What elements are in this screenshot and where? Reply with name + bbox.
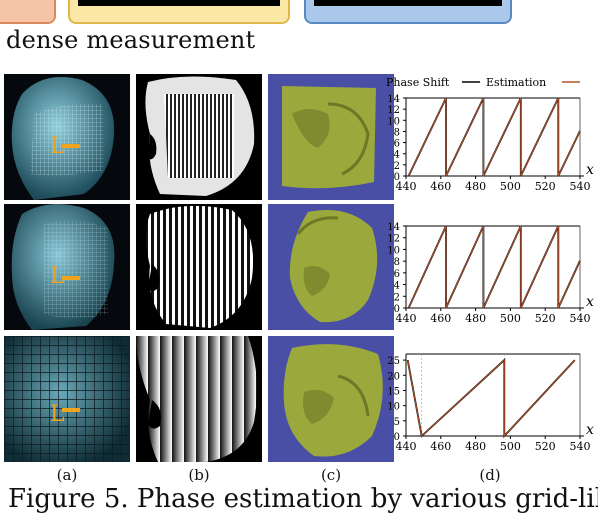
- y-tick-label: 14: [387, 94, 400, 105]
- marker-bar: [62, 144, 80, 148]
- series-line-phase-shift: [407, 225, 581, 309]
- y-tick-label: 4: [394, 281, 400, 292]
- phase-map-row1: [136, 74, 262, 200]
- x-tick-label: 440: [396, 440, 417, 453]
- mesh-render-row2: [268, 204, 394, 330]
- face-photo-row3: L: [4, 336, 130, 462]
- x-tick-label: 540: [570, 180, 591, 193]
- x-tick-label: 500: [500, 312, 521, 325]
- y-tick-label: 14: [387, 222, 400, 233]
- y-tick-label: 6: [394, 139, 400, 150]
- column-label-c: (c): [320, 466, 342, 484]
- y-tick-label: 0: [394, 172, 400, 183]
- y-tick-label: 2: [394, 161, 400, 172]
- middle-top-box: [68, 0, 290, 24]
- x-tick-label: 440: [396, 180, 417, 193]
- y-tick-label: 4: [394, 150, 400, 161]
- y-tick-label: 10: [387, 245, 400, 256]
- marker-label: L: [50, 402, 65, 427]
- x-axis-label: x: [586, 162, 594, 178]
- x-tick-label: 520: [535, 180, 556, 193]
- legend-estimation: Estimation: [486, 76, 546, 89]
- section-heading: dense measurement: [6, 26, 256, 54]
- y-tick-label: 0: [394, 432, 400, 443]
- y-tick-label: 8: [394, 257, 400, 268]
- marker-label: L: [50, 134, 65, 159]
- mesh-render-row1: [268, 74, 394, 200]
- right-top-box: [304, 0, 512, 24]
- x-tick-label: 500: [500, 180, 521, 193]
- x-tick-label: 440: [396, 312, 417, 325]
- y-tick-label: 25: [387, 356, 400, 367]
- y-tick-label: 10: [387, 402, 400, 413]
- left-top-box: [0, 0, 56, 24]
- y-tick-label: 8: [394, 127, 400, 138]
- y-tick-label: 6: [394, 269, 400, 280]
- series-line-estimation: [407, 358, 576, 438]
- face-photo-row1: L: [4, 74, 130, 200]
- series-line-estimation: [408, 97, 581, 177]
- y-tick-label: 15: [387, 386, 400, 397]
- legend-phase-shift: Phase Shift: [386, 76, 450, 89]
- x-axis-label: x: [586, 294, 594, 310]
- x-tick-label: 520: [535, 312, 556, 325]
- marker-bar: [62, 408, 80, 412]
- y-tick-label: 12: [387, 105, 400, 116]
- column-label-d: (d): [479, 466, 501, 484]
- x-tick-label: 540: [570, 312, 591, 325]
- marker-bar: [62, 276, 80, 280]
- figure-caption: Figure 5. Phase estimation by various gr…: [8, 484, 598, 514]
- phase-map-row2: [136, 204, 262, 330]
- x-tick-label: 540: [570, 440, 591, 453]
- x-axis-label: x: [586, 422, 594, 438]
- x-tick-label: 480: [465, 440, 486, 453]
- x-tick-label: 480: [465, 180, 486, 193]
- y-tick-label: 5: [394, 417, 400, 428]
- mesh-render-row3: [268, 336, 394, 462]
- x-tick-label: 520: [535, 440, 556, 453]
- x-tick-label: 500: [500, 440, 521, 453]
- series-line-estimation: [408, 225, 581, 309]
- series-line-phase-shift: [407, 97, 581, 177]
- x-tick-label: 480: [465, 312, 486, 325]
- y-tick-label: 12: [387, 234, 400, 245]
- y-tick-label: 20: [387, 371, 400, 382]
- column-label-b: (b): [188, 466, 210, 484]
- face-photo-row2: L: [4, 204, 130, 330]
- column-label-a: (a): [56, 466, 78, 484]
- phase-map-row3: [136, 336, 262, 462]
- x-tick-label: 460: [430, 312, 451, 325]
- marker-label: L: [50, 264, 65, 289]
- phase-chart-row3: 440 460 480 500 520 540 0 5 10 15 20 25 x: [387, 353, 594, 453]
- x-tick-label: 460: [430, 440, 451, 453]
- y-tick-label: 0: [394, 304, 400, 315]
- y-tick-label: 2: [394, 292, 400, 303]
- x-tick-label: 460: [430, 180, 451, 193]
- y-tick-label: 10: [387, 116, 400, 127]
